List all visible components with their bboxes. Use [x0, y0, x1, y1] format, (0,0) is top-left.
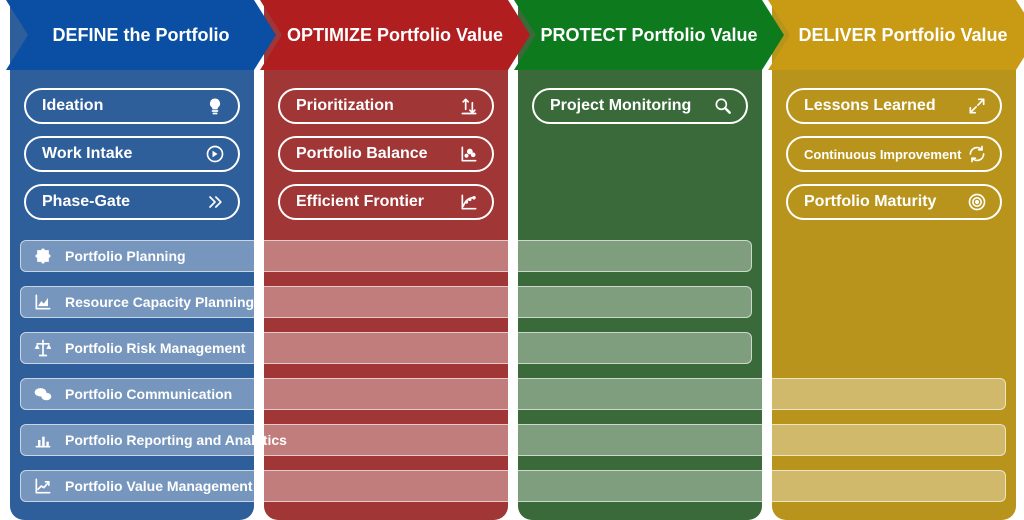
arrow-title-rest: Portfolio Value — [632, 25, 758, 45]
bar-label: Resource Capacity Planning — [65, 294, 254, 310]
bar-label: Portfolio Planning — [65, 248, 186, 264]
updown-icon — [458, 95, 480, 117]
bars-icon — [31, 428, 55, 452]
arrow-protect: PROTECT Portfolio Value — [514, 0, 784, 70]
arrow-optimize: OPTIMIZE Portfolio Value — [260, 0, 530, 70]
arrow-title-rest: Portfolio Value — [377, 25, 503, 45]
arrow-title-bold: OPTIMIZE — [287, 25, 372, 45]
pill-define-2: Phase-Gate — [24, 184, 240, 220]
bar-label: Portfolio Value Management — [65, 478, 252, 494]
area-icon — [31, 290, 55, 314]
bar-2: Portfolio Risk Management — [20, 332, 752, 364]
trend-icon — [31, 474, 55, 498]
expand-icon — [966, 95, 988, 117]
pill-label: Work Intake — [42, 145, 132, 163]
pill-define-1: Work Intake — [24, 136, 240, 172]
bar-0: Portfolio Planning — [20, 240, 752, 272]
pill-optimize-2: Efficient Frontier — [278, 184, 494, 220]
chevrons-icon — [204, 191, 226, 213]
bubble-icon — [458, 143, 480, 165]
cycle-icon — [966, 143, 988, 165]
arrow-deliver: DELIVER Portfolio Value — [768, 0, 1024, 70]
pill-protect-0: Project Monitoring — [532, 88, 748, 124]
chat-icon — [31, 382, 55, 406]
pill-optimize-1: Portfolio Balance — [278, 136, 494, 172]
scales-icon — [31, 336, 55, 360]
bar-5: Portfolio Value Management — [20, 470, 1006, 502]
pill-label: Phase-Gate — [42, 193, 130, 211]
bar-label: Portfolio Communication — [65, 386, 232, 402]
arrow-define: DEFINE the Portfolio — [6, 0, 276, 70]
bar-1: Resource Capacity Planning — [20, 286, 752, 318]
pill-label: Continuous Improvement — [804, 147, 961, 162]
puzzle-icon — [31, 244, 55, 268]
pill-label: Portfolio Balance — [296, 145, 428, 163]
pill-label: Ideation — [42, 97, 103, 115]
bulb-icon — [204, 95, 226, 117]
bar-3: Portfolio Communication — [20, 378, 1006, 410]
bar-label: Portfolio Reporting and Analytics — [65, 432, 287, 448]
pill-deliver-1: Continuous Improvement — [786, 136, 1002, 172]
pill-label: Portfolio Maturity — [804, 193, 936, 211]
pill-label: Lessons Learned — [804, 97, 936, 115]
pill-deliver-0: Lessons Learned — [786, 88, 1002, 124]
arrow-title-bold: DEFINE — [52, 25, 118, 45]
magnify-icon — [712, 95, 734, 117]
arrow-circle-icon — [204, 143, 226, 165]
pill-label: Efficient Frontier — [296, 193, 424, 211]
arrow-title-rest: Portfolio Value — [882, 25, 1008, 45]
pill-label: Prioritization — [296, 97, 394, 115]
arrow-title-rest: the Portfolio — [124, 25, 230, 45]
pill-deliver-2: Portfolio Maturity — [786, 184, 1002, 220]
arrow-title-bold: PROTECT — [540, 25, 626, 45]
pill-label: Project Monitoring — [550, 97, 691, 115]
frontier-icon — [458, 191, 480, 213]
target-icon — [966, 191, 988, 213]
pill-optimize-0: Prioritization — [278, 88, 494, 124]
arrow-title-bold: DELIVER — [798, 25, 876, 45]
bar-label: Portfolio Risk Management — [65, 340, 245, 356]
pill-define-0: Ideation — [24, 88, 240, 124]
bar-4: Portfolio Reporting and Analytics — [20, 424, 1006, 456]
